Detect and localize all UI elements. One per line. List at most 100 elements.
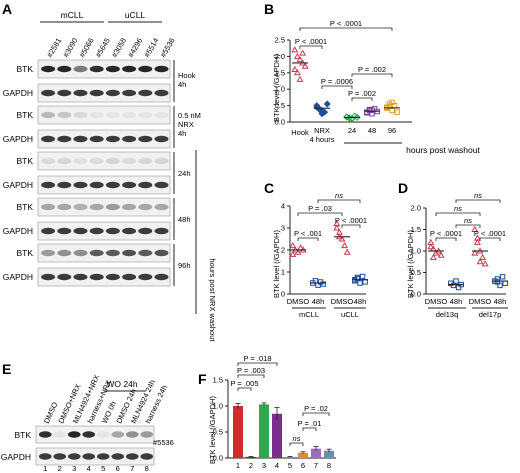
protein-label: GAPDH (3, 88, 33, 98)
bar (298, 452, 308, 458)
panel-f: F BTK level (/GAPDH) 0.0 0.5 1.0 1.5 P = .0… (198, 354, 336, 470)
blot-band (41, 135, 56, 143)
sig-c-dmso-dmso-label: P = .03 (308, 204, 332, 213)
panel-d-group-label: del17p (479, 310, 502, 319)
panel-d-xtick-label: 48h (450, 297, 463, 306)
panel-d-label: D (398, 180, 408, 196)
blot-band (105, 273, 120, 281)
d-17p-48h-point (499, 274, 506, 280)
hook-point (301, 62, 309, 69)
lane-number: 3 (72, 464, 76, 473)
blot-membrane (37, 175, 171, 195)
xtick-label: 6 (301, 461, 305, 470)
d-17p-dmso-point (481, 260, 489, 267)
panel-c-ytick-label: 4 (281, 202, 285, 211)
panel-d-ytick-label: 1.5 (411, 225, 421, 234)
xtick-label: 7 (314, 461, 318, 470)
blot-band (105, 203, 120, 211)
c-ucll-48h-point (362, 279, 368, 285)
blot-band (154, 157, 169, 165)
condition-label: Hook (178, 71, 196, 80)
blot-membrane (37, 59, 171, 79)
panel-f-bars (233, 402, 334, 458)
panel-d-group-label: del13q (436, 310, 459, 319)
sig-f-1-2-label: P = .005 (230, 379, 258, 388)
xtick-label: 8 (327, 461, 331, 470)
blot-band (122, 249, 137, 257)
lane-number: 7 (130, 464, 134, 473)
d-17p-dmso-point (476, 258, 484, 265)
panel-d: D BTK level (/GAPDH) 0.0 0.5 1.0 1.5 2.0 DMSO… (398, 180, 508, 319)
sample-label: #2581 (45, 36, 63, 59)
sample-label: #4296 (126, 36, 144, 59)
xtick-label: 2 (249, 461, 253, 470)
d-13q-dmso-point (429, 253, 437, 260)
c-mcll-48h-point (320, 281, 326, 287)
panel-c-points (289, 219, 368, 288)
protein-label: GAPDH (1, 452, 31, 462)
d-17p-dmso-point (471, 225, 479, 232)
panel-d-ytick-label: 1.0 (411, 247, 421, 256)
blot-band (105, 135, 120, 143)
sig-b-nrx-24-label: P = .0006 (321, 77, 353, 86)
blot-band (73, 249, 88, 257)
group-ucll-label: uCLL (125, 10, 146, 20)
blot-band (57, 227, 72, 235)
panel-b-ytick-label: 2.5 (275, 36, 285, 45)
h48-point (374, 108, 380, 115)
nrx-point (323, 100, 331, 108)
panel-f-label: F (198, 371, 207, 387)
protein-label: BTK (16, 64, 33, 74)
blot-band (89, 89, 104, 97)
blot-band (138, 111, 153, 119)
blot-band (96, 431, 110, 438)
blot-band (57, 249, 72, 257)
h48-point (366, 106, 373, 113)
h24-point (353, 113, 361, 121)
bar (259, 404, 269, 458)
blot-band (82, 431, 96, 438)
panel-c-group-label: mCLL (299, 310, 319, 319)
xtick-label: 1 (236, 461, 240, 470)
blot-band (41, 65, 56, 73)
blot-band (122, 65, 137, 73)
blot-band (57, 135, 72, 143)
sig-d-13q-bracket (435, 237, 457, 241)
sig-f-6-7-label: P = .01 (298, 419, 322, 428)
panel-b-ytick-label: 1.0 (275, 85, 285, 94)
c-ucll-dmso-point (333, 224, 341, 231)
blot-band (111, 431, 125, 438)
sig-c-ucll-label: P < .0001 (335, 216, 367, 225)
bar (233, 406, 243, 458)
condition-label: NRX (178, 120, 194, 129)
blot-rows: BTK GAPDH (1, 425, 155, 466)
hook-point (296, 56, 304, 63)
sig-c-48-48-bracket (317, 199, 361, 203)
blot-band (154, 227, 169, 235)
blot-band (73, 203, 88, 211)
panel-c-xtick-label: 48h (354, 297, 367, 306)
panel-c-significance: nsP = .03P < .0001 P < .001 (294, 191, 367, 241)
panel-c-label: C (264, 180, 274, 196)
panel-a-label: A (2, 1, 12, 17)
blot-band (125, 453, 139, 460)
sig-c-dmso-dmso-bracket (297, 212, 343, 216)
blot-band (122, 89, 137, 97)
protein-label: GAPDH (3, 226, 33, 236)
blot-band (73, 89, 88, 97)
blot-band (122, 227, 137, 235)
blot-band (41, 249, 56, 257)
blot-band (53, 431, 67, 438)
panel-c-ytick-label: 1 (281, 268, 285, 277)
panel-d-xtick-label: DMSO (425, 297, 448, 306)
hook-point (293, 69, 301, 76)
hook-point (291, 65, 299, 73)
blot-band (82, 453, 96, 460)
sig-f-6-8-bracket (302, 412, 330, 416)
blot-band (105, 181, 120, 189)
sig-f-1-4-label: P = .018 (243, 354, 271, 363)
